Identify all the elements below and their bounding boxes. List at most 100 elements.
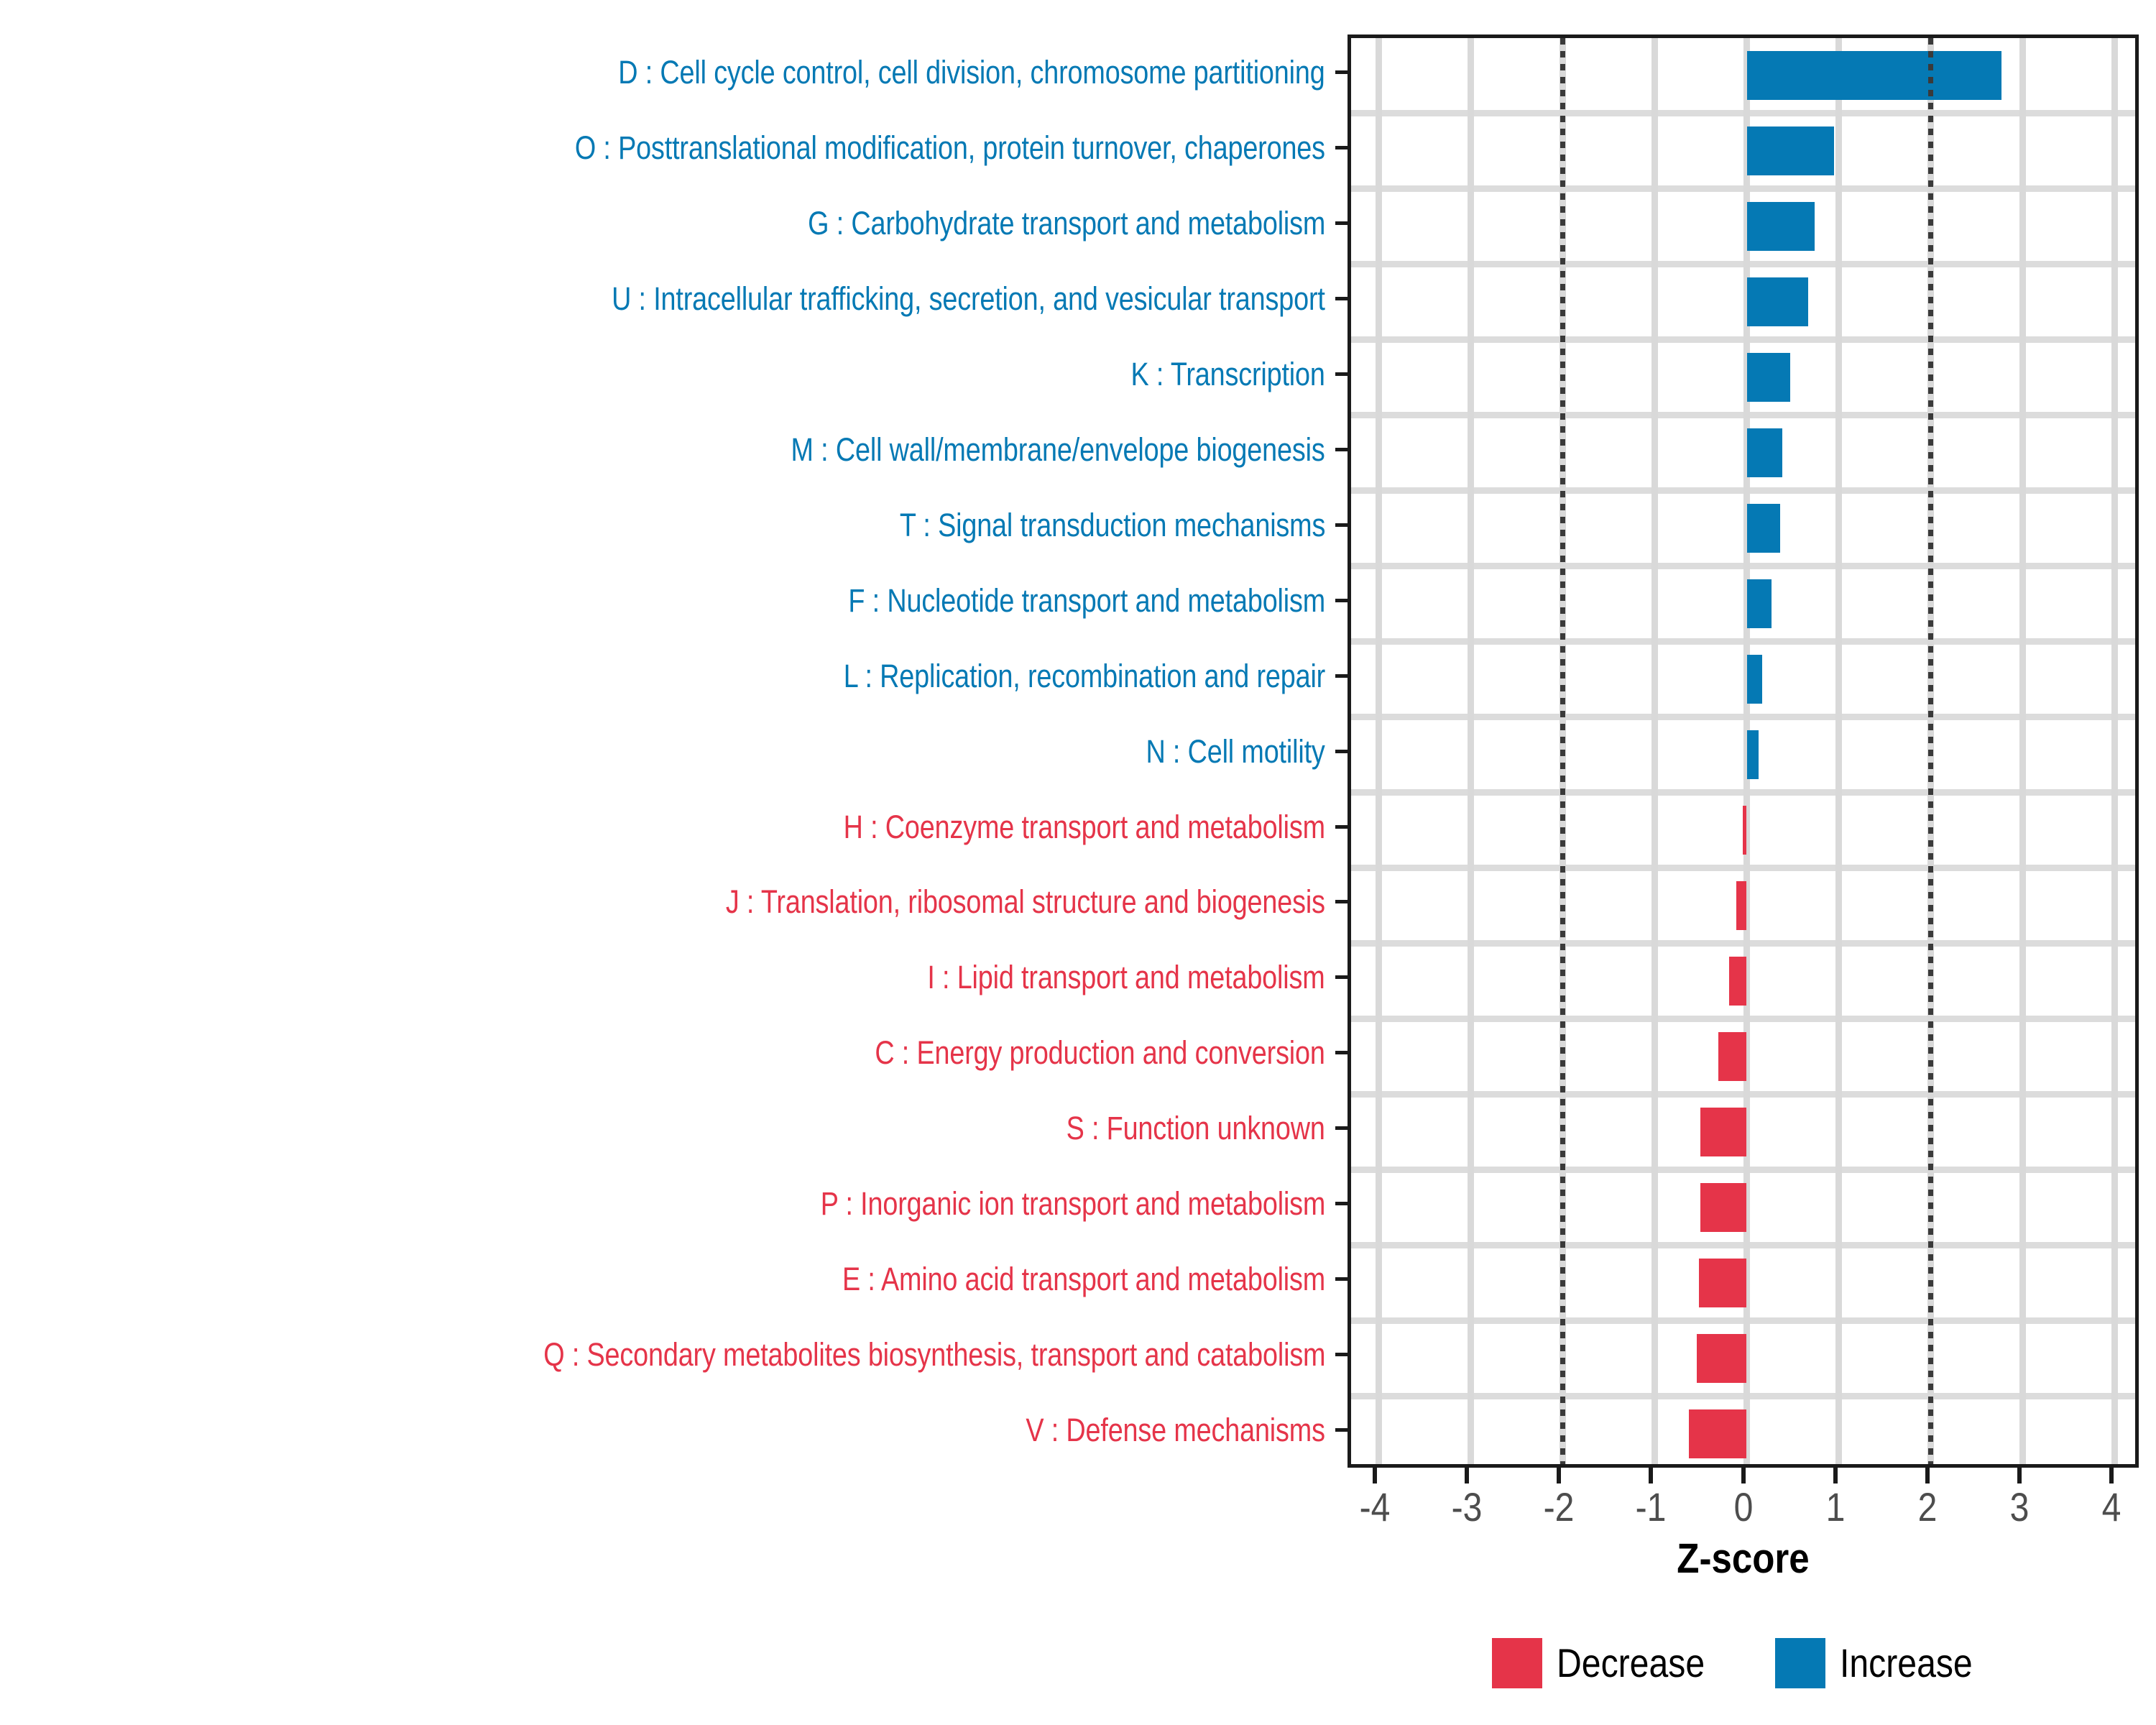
- chart-legend: Decrease Increase: [1348, 1630, 2139, 1696]
- legend-swatch: [1492, 1638, 1543, 1688]
- tick-mark: [1335, 523, 1348, 527]
- y-axis-category-label-row: Q : Secondary metabolites biosynthesis, …: [0, 1317, 1337, 1392]
- y-axis-tick: [1335, 1090, 1348, 1166]
- y-axis-category-label: S : Function unknown: [1066, 1110, 1325, 1147]
- x-axis-tick-label: 0: [1733, 1484, 1753, 1530]
- y-axis-category-label-row: J : Translation, ribosomal structure and…: [0, 864, 1337, 939]
- tick-mark: [1335, 900, 1348, 904]
- y-axis-category-label: L : Replication, recombination and repai…: [843, 657, 1326, 694]
- x-axis-tick-marks: [1348, 1468, 2139, 1484]
- vertical-gridline: [2019, 38, 2027, 1464]
- x-axis-title: Z-score: [1677, 1535, 1810, 1582]
- y-axis-tick-marks: [1335, 34, 1348, 1468]
- x-axis-tick-label: 2: [1917, 1484, 1937, 1530]
- horizontal-gridline: [1351, 336, 2135, 344]
- y-axis-tick: [1335, 714, 1348, 789]
- y-axis-category-label-row: L : Replication, recombination and repai…: [0, 638, 1337, 714]
- y-axis-tick: [1335, 864, 1348, 939]
- x-axis-tick-labels: -4 -3 -2 -1 0 1 2 3 4: [1348, 1485, 2139, 1530]
- y-axis-category-label-row: G : Carbohydrate transport and metabolis…: [0, 185, 1337, 261]
- bar: [1746, 277, 1809, 327]
- tick-mark: [1335, 1428, 1348, 1432]
- vertical-gridline: [2111, 38, 2119, 1464]
- y-axis-category-label: P : Inorganic ion transport and metaboli…: [820, 1185, 1326, 1223]
- tick-mark: [1335, 1051, 1348, 1055]
- y-axis-category-label-row: V : Defense mechanisms: [0, 1392, 1337, 1468]
- tick-mark: [1335, 673, 1348, 678]
- x-axis-tick-mark: [1557, 1468, 1562, 1484]
- horizontal-gridline: [1351, 788, 2135, 796]
- horizontal-gridline: [1351, 1317, 2135, 1324]
- y-axis-category-label: F : Nucleotide transport and metabolism: [848, 581, 1325, 619]
- y-axis-tick: [1335, 487, 1348, 563]
- y-axis-category-label-row: S : Function unknown: [0, 1090, 1337, 1166]
- legend-label: Increase: [1839, 1640, 1973, 1685]
- bar: [1718, 1031, 1747, 1081]
- y-axis-category-label: V : Defense mechanisms: [1026, 1412, 1326, 1449]
- x-axis-tick-label: 3: [2009, 1484, 2029, 1530]
- x-axis-tick-mark: [1465, 1468, 1470, 1484]
- y-axis-category-label: D : Cell cycle control, cell division, c…: [618, 53, 1325, 91]
- y-axis-category-label-row: F : Nucleotide transport and metabolism: [0, 563, 1337, 638]
- horizontal-gridline: [1351, 110, 2135, 117]
- y-axis-category-label: N : Cell motility: [1146, 732, 1325, 770]
- bar: [1746, 730, 1759, 779]
- x-axis-tick-label: -3: [1452, 1484, 1483, 1530]
- y-axis-category-label: T : Signal transduction mechanisms: [899, 506, 1326, 543]
- bar: [1746, 126, 1835, 176]
- tick-mark: [1335, 824, 1348, 829]
- x-axis-tick-mark: [1649, 1468, 1654, 1484]
- bar: [1746, 504, 1780, 553]
- horizontal-gridline: [1351, 487, 2135, 494]
- y-axis-category-label-row: E : Amino acid transport and metabolism: [0, 1241, 1337, 1317]
- y-axis-category-label-row: N : Cell motility: [0, 714, 1337, 789]
- bar: [1746, 428, 1783, 478]
- y-axis-tick: [1335, 110, 1348, 185]
- tick-mark: [1335, 447, 1348, 451]
- tick-mark: [1335, 749, 1348, 753]
- y-axis-category-label-row: D : Cell cycle control, cell division, c…: [0, 34, 1337, 110]
- legend-swatch: [1774, 1638, 1825, 1688]
- vertical-gridline: [1835, 38, 1843, 1464]
- x-axis-tick-mark: [1925, 1468, 1930, 1484]
- horizontal-gridline: [1351, 1241, 2135, 1248]
- x-axis-tick-mark: [2017, 1468, 2022, 1484]
- y-axis-category-label-row: C : Energy production and conversion: [0, 1015, 1337, 1090]
- legend-item[interactable]: Decrease: [1492, 1638, 1729, 1688]
- tick-mark: [1335, 145, 1348, 150]
- horizontal-gridline: [1351, 1392, 2135, 1399]
- tick-mark: [1335, 372, 1348, 376]
- x-axis-tick-mark: [1741, 1468, 1746, 1484]
- vertical-gridline: [1651, 38, 1658, 1464]
- legend-item[interactable]: Increase: [1774, 1638, 1994, 1688]
- horizontal-gridline: [1351, 714, 2135, 721]
- horizontal-gridline: [1351, 185, 2135, 193]
- y-axis-tick: [1335, 1241, 1348, 1317]
- bar: [1746, 655, 1763, 704]
- y-axis-tick: [1335, 939, 1348, 1015]
- tick-mark: [1335, 1353, 1348, 1357]
- x-axis-tick-label: 4: [2101, 1484, 2121, 1530]
- plot-panel: [1348, 34, 2139, 1468]
- y-axis-category-label-row: K : Transcription: [0, 336, 1337, 412]
- x-axis-tick-label: -1: [1636, 1484, 1667, 1530]
- bar: [1698, 1258, 1747, 1307]
- tick-mark: [1335, 70, 1348, 74]
- x-axis-tick-mark: [1373, 1468, 1378, 1484]
- y-axis-category-label: U : Intracellular trafficking, secretion…: [612, 280, 1325, 317]
- y-axis-category-label-row: I : Lipid transport and metabolism: [0, 939, 1337, 1015]
- tick-mark: [1335, 221, 1348, 225]
- y-axis-category-label: E : Amino acid transport and metabolism: [842, 1261, 1325, 1298]
- tick-mark: [1335, 1126, 1348, 1131]
- reference-line: [1560, 38, 1565, 1464]
- x-axis-tick-label: -4: [1359, 1484, 1391, 1530]
- reference-line: [1928, 38, 1934, 1464]
- horizontal-gridline: [1351, 939, 2135, 947]
- y-axis-category-label-row: U : Intracellular trafficking, secretion…: [0, 261, 1337, 336]
- y-axis-tick: [1335, 1392, 1348, 1468]
- y-axis-category-label-row: O : Posttranslational modification, prot…: [0, 110, 1337, 185]
- bar: [1746, 202, 1815, 252]
- y-axis-category-label: C : Energy production and conversion: [875, 1034, 1326, 1072]
- vertical-gridline: [1467, 38, 1474, 1464]
